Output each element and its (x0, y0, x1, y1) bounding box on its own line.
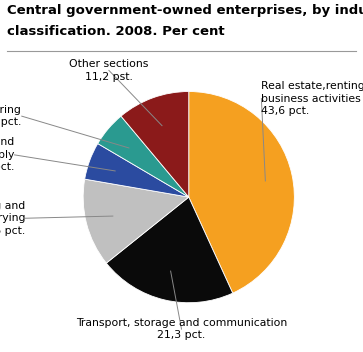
Text: Other sections
11,2 pst.: Other sections 11,2 pst. (69, 59, 148, 82)
Text: Electricity, gas and
water supply
5,8 pct.: Electricity, gas and water supply 5,8 pc… (0, 138, 15, 172)
Text: Mining and
quarrying
13,6 pct.: Mining and quarrying 13,6 pct. (0, 201, 25, 235)
Wedge shape (98, 116, 189, 197)
Wedge shape (85, 144, 189, 197)
Text: Central government-owned enterprises, by industrial: Central government-owned enterprises, by… (7, 4, 363, 17)
Text: classification. 2008. Per cent: classification. 2008. Per cent (7, 25, 225, 38)
Wedge shape (121, 92, 189, 197)
Wedge shape (83, 179, 189, 263)
Text: Manufacturing
5,5 pct.: Manufacturing 5,5 pct. (0, 105, 22, 127)
Text: Transport, storage and communication
21,3 pct.: Transport, storage and communication 21,… (76, 318, 287, 340)
Text: Real estate,renting and
business activities
43,6 pct.: Real estate,renting and business activit… (261, 81, 363, 116)
Wedge shape (106, 197, 233, 303)
Wedge shape (189, 92, 294, 293)
